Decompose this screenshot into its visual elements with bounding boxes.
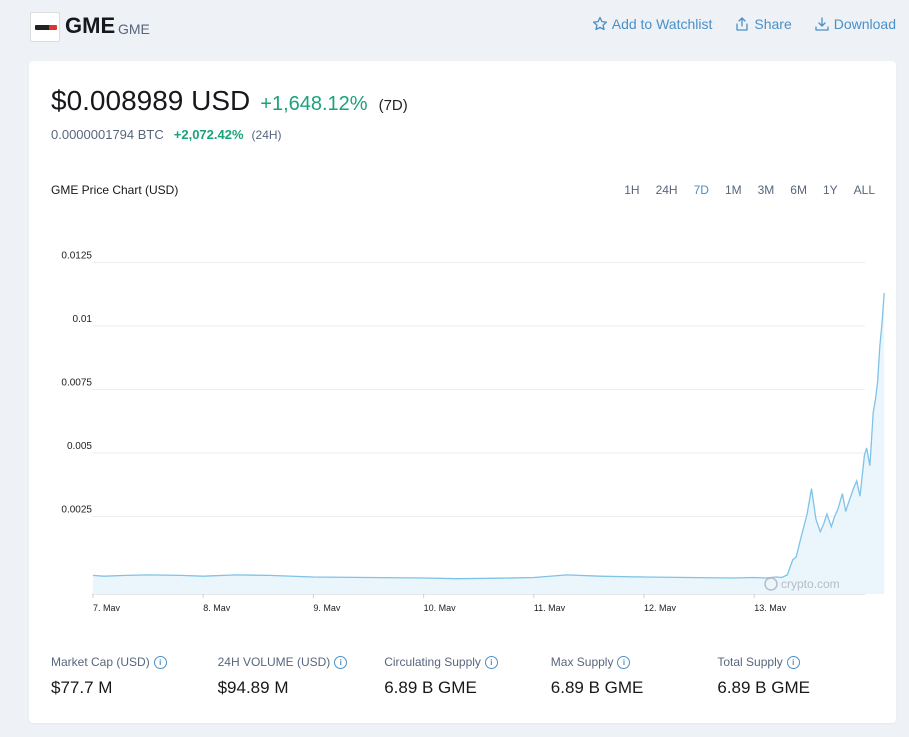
download-label: Download	[833, 16, 896, 32]
x-tick-label: 8. May	[203, 603, 231, 611]
price-card: $0.008989 USD +1,648.12% (7D) 0.00000017…	[29, 61, 896, 723]
y-tick-label: 0.0025	[61, 505, 92, 516]
y-tick-label: 0.01	[73, 314, 93, 325]
info-icon[interactable]: i	[153, 655, 167, 669]
coin-header: GME GME Add to Watchlist Share Download	[0, 0, 909, 52]
x-tick-label: 12. May	[644, 603, 677, 611]
stat-label-text: Market Cap (USD)	[51, 655, 150, 669]
add-to-watchlist-button[interactable]: Add to Watchlist	[592, 16, 713, 32]
stat-3: Max Supply i 6.89 B GME	[551, 655, 718, 698]
stat-label-text: Circulating Supply	[384, 655, 481, 669]
stat-label: 24H VOLUME (USD) i	[218, 655, 385, 669]
crypto-logo-icon	[764, 577, 778, 591]
coin-logo	[30, 12, 60, 42]
x-tick-label: 9. May	[313, 603, 341, 611]
y-tick-label: 0.0075	[61, 378, 92, 389]
watermark: crypto.com	[781, 577, 840, 591]
share-label: Share	[754, 16, 792, 32]
y-tick-label: 0.005	[67, 441, 92, 452]
star-icon	[592, 16, 607, 31]
stat-label-text: Max Supply	[550, 655, 614, 669]
usd-price: $0.008989 USD	[51, 85, 251, 116]
change-7d: +1,648.12%	[260, 93, 368, 115]
share-icon	[736, 17, 749, 31]
info-icon[interactable]: i	[334, 655, 348, 669]
y-tick-label: 0.0125	[61, 251, 92, 262]
coin-symbol: GME	[118, 21, 150, 37]
stat-label-text: Total Supply	[717, 655, 783, 669]
btc-price: 0.0000001794 BTC	[51, 127, 164, 142]
range-button-24h[interactable]: 24H	[655, 183, 678, 197]
share-button[interactable]: Share	[734, 16, 792, 32]
info-icon[interactable]: i	[484, 655, 498, 669]
range-button-7d[interactable]: 7D	[693, 183, 709, 197]
stat-value: 6.89 B GME	[717, 678, 810, 697]
stat-2: Circulating Supply i 6.89 B GME	[384, 655, 551, 698]
x-tick-label: 13. May	[754, 603, 787, 611]
info-icon[interactable]: i	[617, 655, 631, 669]
period-24h: (24H)	[251, 128, 282, 142]
x-tick-label: 10. May	[424, 603, 457, 611]
stat-1: 24H VOLUME (USD) i $94.89 M	[218, 655, 385, 698]
series-line	[92, 292, 885, 580]
header-actions: Add to Watchlist Share Download	[592, 16, 896, 32]
stat-4: Total Supply i 6.89 B GME	[717, 655, 884, 698]
chart-title: GME Price Chart (USD)	[51, 183, 179, 197]
range-button-1m[interactable]: 1M	[724, 183, 742, 197]
btc-row: 0.0000001794 BTC +2,072.42% (24H)	[51, 127, 282, 142]
range-selector: 1H 24H 7D 1M 3M 6M 1Y ALL	[608, 183, 875, 197]
stat-value: 6.89 B GME	[384, 678, 477, 697]
stat-label: Market Cap (USD) i	[51, 655, 218, 669]
info-icon[interactable]: i	[786, 655, 800, 669]
download-icon	[815, 17, 829, 31]
range-button-6m[interactable]: 6M	[790, 183, 807, 197]
price-row: $0.008989 USD +1,648.12% (7D)	[51, 85, 408, 117]
coin-name: GME	[65, 13, 116, 38]
range-button-1y[interactable]: 1Y	[822, 183, 838, 197]
x-tick-label: 11. May	[534, 603, 566, 611]
x-tick-label: 7. May	[93, 603, 121, 611]
stat-value: $77.7 M	[51, 678, 113, 697]
range-button-3m[interactable]: 3M	[757, 183, 775, 197]
stat-label-text: 24H VOLUME (USD)	[217, 655, 331, 669]
stats-row: Market Cap (USD) i $77.7 M 24H VOLUME (USD)…	[51, 655, 891, 698]
stat-label: Total Supply i	[717, 655, 884, 669]
change-24h: +2,072.42%	[173, 127, 244, 142]
price-chart: 0.0025 0.005 0.0075 0.01 0.0125 7. May 8. May 9…	[61, 251, 885, 611]
stat-0: Market Cap (USD) i $77.7 M	[51, 655, 218, 698]
stat-value: $94.89 M	[217, 678, 289, 697]
stat-label: Max Supply i	[551, 655, 718, 669]
stat-label: Circulating Supply i	[384, 655, 551, 669]
stat-value: 6.89 B GME	[550, 678, 644, 697]
series-area	[93, 293, 885, 594]
period-7d: (7D)	[378, 97, 408, 114]
range-button-all[interactable]: ALL	[853, 183, 875, 197]
range-button-1h[interactable]: 1H	[624, 183, 640, 197]
add-to-watchlist-label: Add to Watchlist	[611, 16, 713, 32]
download-button[interactable]: Download	[814, 16, 896, 32]
